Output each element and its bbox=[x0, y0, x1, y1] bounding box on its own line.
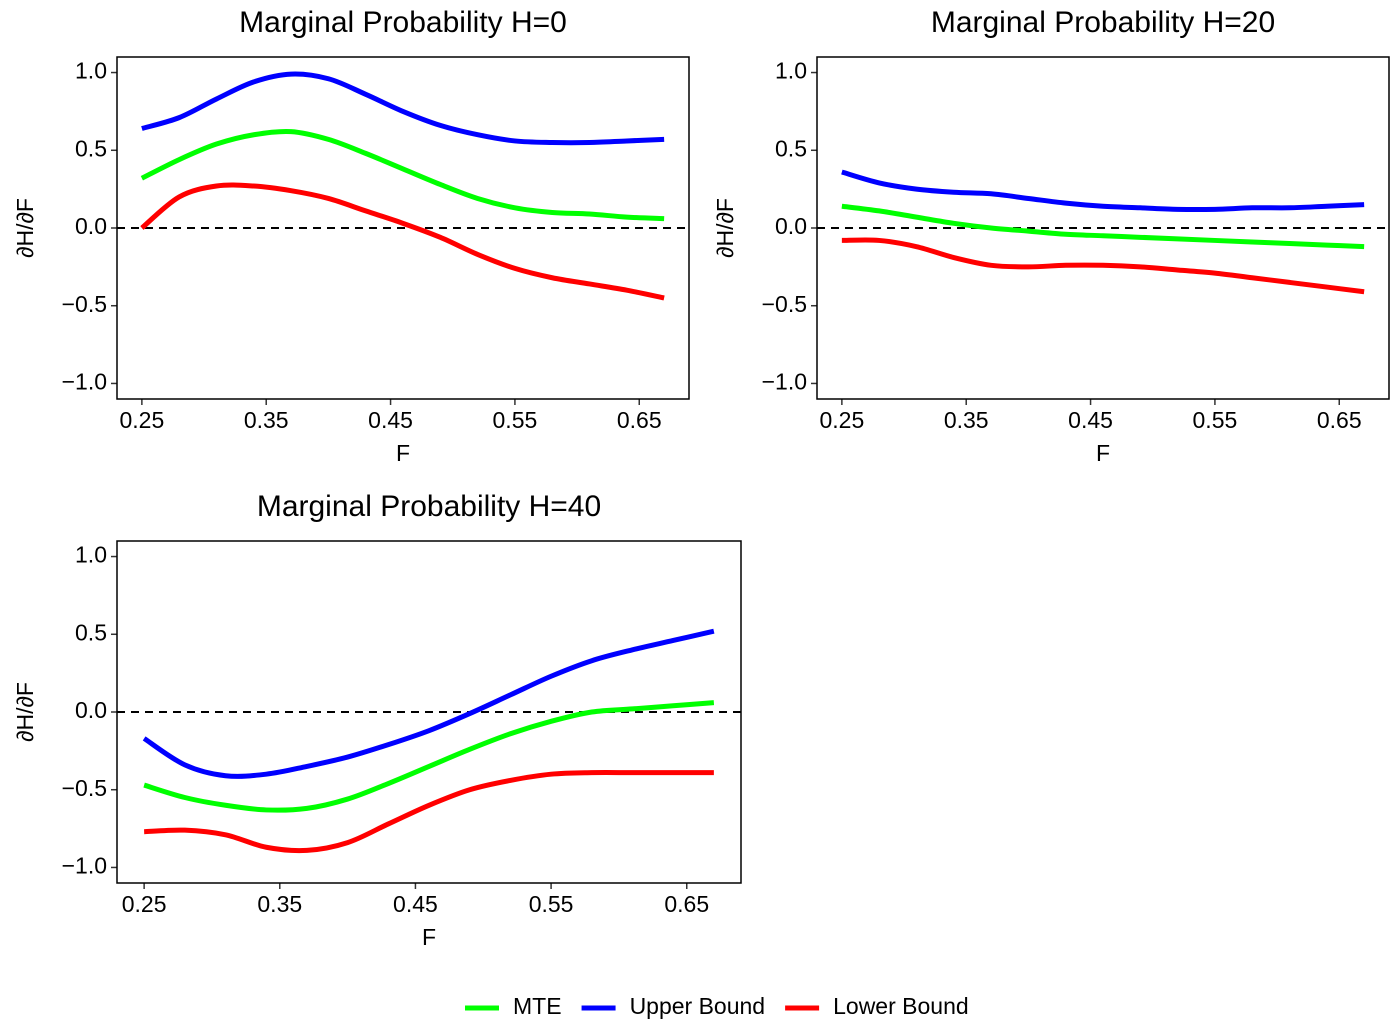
series-line bbox=[142, 628, 715, 779]
series-line bbox=[841, 169, 1365, 213]
series-line bbox=[140, 128, 665, 222]
y-tick-label: −1.0 bbox=[762, 369, 807, 395]
y-tick-label: 1.0 bbox=[75, 58, 107, 84]
x-tick-label: 0.55 bbox=[493, 407, 538, 433]
plot-frame bbox=[116, 56, 690, 400]
chart-title: Marginal Probability H=0 bbox=[239, 6, 567, 39]
y-tick-label: −1.0 bbox=[62, 369, 107, 395]
x-tick-label: 0.35 bbox=[244, 407, 289, 433]
x-tick-label: 0.35 bbox=[944, 407, 989, 433]
series-line bbox=[841, 203, 1365, 250]
y-tick-label: 0.5 bbox=[775, 135, 807, 161]
x-axis-label: F bbox=[396, 440, 410, 466]
x-tick-label: 0.55 bbox=[1193, 407, 1238, 433]
x-tick-label: 0.65 bbox=[1317, 407, 1362, 433]
x-tick-label: 0.65 bbox=[664, 891, 709, 917]
y-axis-label: ∂H/∂F bbox=[12, 682, 38, 742]
x-axis-label: F bbox=[1096, 440, 1110, 466]
x-tick-label: 0.25 bbox=[819, 407, 864, 433]
y-tick-label: 0.5 bbox=[75, 135, 107, 161]
chart-title: Marginal Probability H=20 bbox=[931, 6, 1275, 39]
x-tick-label: 0.25 bbox=[122, 891, 167, 917]
series-line bbox=[144, 770, 714, 854]
x-tick-label: 0.65 bbox=[617, 407, 662, 433]
x-tick-label: 0.45 bbox=[368, 407, 413, 433]
y-tick-label: 0.0 bbox=[75, 697, 107, 723]
y-tick-label: 0.5 bbox=[75, 619, 107, 645]
series-line bbox=[140, 182, 665, 301]
legend-label: MTE bbox=[513, 993, 562, 1019]
plot-frame bbox=[816, 56, 1390, 400]
y-tick-label: −0.5 bbox=[762, 291, 807, 317]
y-tick-label: −1.0 bbox=[62, 853, 107, 879]
y-tick-label: 0.0 bbox=[75, 213, 107, 239]
y-tick-label: −0.5 bbox=[62, 775, 107, 801]
x-tick-label: 0.45 bbox=[393, 891, 438, 917]
x-tick-label: 0.45 bbox=[1068, 407, 1113, 433]
x-tick-label: 0.55 bbox=[529, 891, 574, 917]
series-line bbox=[141, 71, 665, 146]
x-axis-label: F bbox=[422, 924, 436, 950]
y-tick-label: 1.0 bbox=[75, 542, 107, 568]
series-line bbox=[841, 237, 1365, 295]
y-axis-label: ∂H/∂F bbox=[12, 198, 38, 258]
series-line bbox=[143, 700, 715, 813]
y-tick-label: −0.5 bbox=[62, 291, 107, 317]
legend-label: Lower Bound bbox=[833, 993, 969, 1019]
chart-title: Marginal Probability H=40 bbox=[257, 490, 601, 523]
x-tick-label: 0.25 bbox=[119, 407, 164, 433]
x-tick-label: 0.35 bbox=[257, 891, 302, 917]
y-tick-label: 1.0 bbox=[775, 58, 807, 84]
y-tick-label: 0.0 bbox=[775, 213, 807, 239]
plot-frame bbox=[116, 540, 742, 884]
legend-label: Upper Bound bbox=[630, 993, 766, 1019]
y-axis-label: ∂H/∂F bbox=[712, 198, 738, 258]
